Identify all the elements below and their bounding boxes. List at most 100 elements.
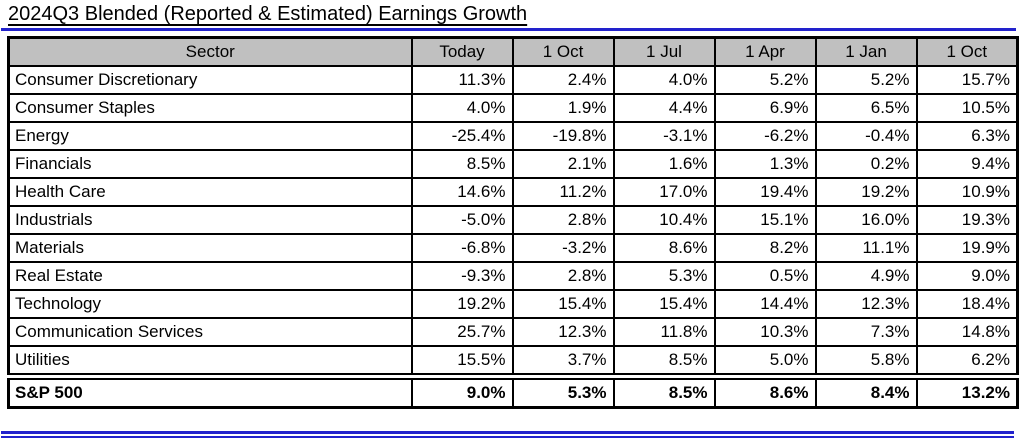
value-cell: 2.8%	[511, 205, 615, 235]
value-cell: 15.4%	[612, 289, 716, 319]
column-header-5: 1 Jan	[814, 36, 918, 67]
value-cell: 6.9%	[713, 93, 817, 123]
value-cell: 11.1%	[814, 233, 918, 263]
value-cell: 5.0%	[713, 345, 817, 378]
value-cell: -25.4%	[410, 121, 514, 151]
sector-cell: Industrials	[7, 205, 413, 235]
value-cell: 10.4%	[612, 205, 716, 235]
value-cell: 5.2%	[814, 65, 918, 95]
value-cell: 12.3%	[511, 317, 615, 347]
value-cell: 18.4%	[915, 289, 1019, 319]
sector-cell: Utilities	[7, 345, 413, 378]
value-cell: 8.6%	[612, 233, 716, 263]
value-cell: 15.5%	[410, 345, 514, 378]
value-cell: -3.1%	[612, 121, 716, 151]
value-cell: 0.2%	[814, 149, 918, 179]
bottom-rule	[1, 431, 1014, 439]
value-cell: 5.3%	[511, 373, 615, 409]
value-cell: 4.0%	[410, 93, 514, 123]
value-cell: 9.0%	[410, 373, 514, 409]
sector-cell: Real Estate	[7, 261, 413, 291]
value-cell: 19.9%	[915, 233, 1019, 263]
table-row: Technology 19.2% 15.4% 15.4% 14.4% 12.3% 18.4%	[7, 289, 1019, 319]
table-row: Real Estate -9.3% 2.8% 5.3% 0.5% 4.9% 9.0%	[7, 261, 1019, 291]
sector-cell: Health Care	[7, 177, 413, 207]
value-cell: 14.4%	[713, 289, 817, 319]
title-rule	[1, 28, 1016, 31]
table-row: Financials 8.5% 2.1% 1.6% 1.3% 0.2% 9.4%	[7, 149, 1019, 179]
sector-cell: Technology	[7, 289, 413, 319]
table-row: Consumer Discretionary 11.3% 2.4% 4.0% 5.2% 5…	[7, 65, 1019, 95]
table-row: Communication Services 25.7% 12.3% 11.8% 10.…	[7, 317, 1019, 347]
column-header-2: 1 Oct	[511, 36, 615, 67]
value-cell: 6.5%	[814, 93, 918, 123]
value-cell: 4.4%	[612, 93, 716, 123]
value-cell: 6.3%	[915, 121, 1019, 151]
value-cell: 7.3%	[814, 317, 918, 347]
value-cell: 1.6%	[612, 149, 716, 179]
column-header-4: 1 Apr	[713, 36, 817, 67]
sector-cell: Communication Services	[7, 317, 413, 347]
value-cell: 2.1%	[511, 149, 615, 179]
value-cell: 19.4%	[713, 177, 817, 207]
value-cell: 16.0%	[814, 205, 918, 235]
value-cell: -3.2%	[511, 233, 615, 263]
value-cell: 4.0%	[612, 65, 716, 95]
value-cell: 6.2%	[915, 345, 1019, 378]
value-cell: 15.7%	[915, 65, 1019, 95]
sector-cell: Energy	[7, 121, 413, 151]
value-cell: 5.3%	[612, 261, 716, 291]
value-cell: -9.3%	[410, 261, 514, 291]
value-cell: -6.8%	[410, 233, 514, 263]
value-cell: 3.7%	[511, 345, 615, 378]
value-cell: -6.2%	[713, 121, 817, 151]
value-cell: 1.3%	[713, 149, 817, 179]
sector-cell: Consumer Staples	[7, 93, 413, 123]
value-cell: -19.8%	[511, 121, 615, 151]
value-cell: 12.3%	[814, 289, 918, 319]
value-cell: 17.0%	[612, 177, 716, 207]
value-cell: 8.6%	[713, 373, 817, 409]
value-cell: 10.9%	[915, 177, 1019, 207]
value-cell: 15.4%	[511, 289, 615, 319]
value-cell: 2.8%	[511, 261, 615, 291]
value-cell: 13.2%	[915, 373, 1019, 409]
earnings-table: Sector Today 1 Oct 1 Jul 1 Apr 1 Jan 1 Oct Con…	[7, 36, 1019, 409]
table-row: Health Care 14.6% 11.2% 17.0% 19.4% 19.2% 10.9…	[7, 177, 1019, 207]
table-row: S&P 500 9.0% 5.3% 8.5% 8.6% 8.4% 13.2%	[7, 373, 1019, 409]
value-cell: 11.8%	[612, 317, 716, 347]
value-cell: -0.4%	[814, 121, 918, 151]
value-cell: 1.9%	[511, 93, 615, 123]
sector-cell: S&P 500	[7, 373, 413, 409]
page-title: 2024Q3 Blended (Reported & Estimated) Ea…	[8, 3, 528, 25]
header-row: Sector Today 1 Oct 1 Jul 1 Apr 1 Jan 1 Oct	[7, 36, 1019, 67]
value-cell: 8.2%	[713, 233, 817, 263]
value-cell: 19.3%	[915, 205, 1019, 235]
value-cell: 19.2%	[410, 289, 514, 319]
sector-cell: Financials	[7, 149, 413, 179]
value-cell: 19.2%	[814, 177, 918, 207]
value-cell: 0.5%	[713, 261, 817, 291]
column-header-sector: Sector	[7, 36, 413, 67]
value-cell: 14.8%	[915, 317, 1019, 347]
value-cell: -5.0%	[410, 205, 514, 235]
table-row: Energy -25.4% -19.8% -3.1% -6.2% -0.4% 6.3%	[7, 121, 1019, 151]
value-cell: 15.1%	[713, 205, 817, 235]
value-cell: 8.5%	[410, 149, 514, 179]
value-cell: 5.8%	[814, 345, 918, 378]
table-row: Industrials -5.0% 2.8% 10.4% 15.1% 16.0% 19.3%	[7, 205, 1019, 235]
sector-cell: Materials	[7, 233, 413, 263]
value-cell: 8.5%	[612, 373, 716, 409]
value-cell: 4.9%	[814, 261, 918, 291]
value-cell: 10.3%	[713, 317, 817, 347]
value-cell: 9.4%	[915, 149, 1019, 179]
sector-cell: Consumer Discretionary	[7, 65, 413, 95]
table-row: Utilities 15.5% 3.7% 8.5% 5.0% 5.8% 6.2%	[7, 345, 1019, 378]
value-cell: 11.3%	[410, 65, 514, 95]
value-cell: 25.7%	[410, 317, 514, 347]
value-cell: 8.4%	[814, 373, 918, 409]
column-header-3: 1 Jul	[612, 36, 716, 67]
value-cell: 11.2%	[511, 177, 615, 207]
table-row: Materials -6.8% -3.2% 8.6% 8.2% 11.1% 19.9%	[7, 233, 1019, 263]
